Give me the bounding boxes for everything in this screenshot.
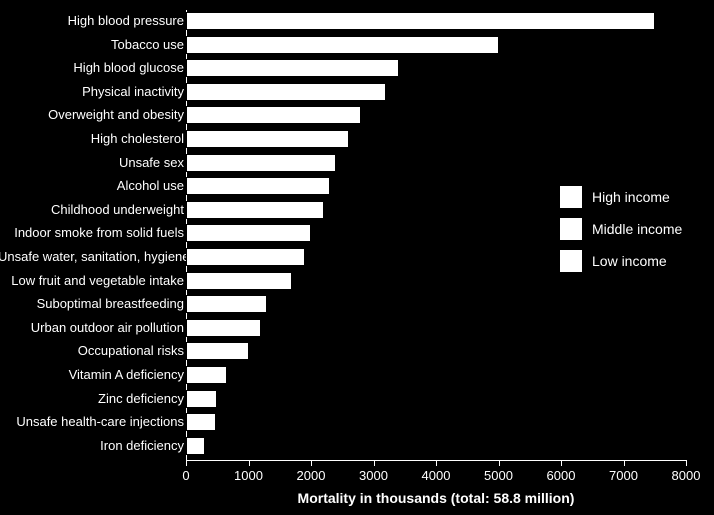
x-tick-label: 3000 [359, 468, 388, 483]
x-tick [374, 460, 375, 466]
legend-label: Low income [592, 253, 667, 269]
bar-label: Physical inactivity [0, 83, 184, 101]
bar-label: High blood pressure [0, 12, 184, 30]
bar-label: Zinc deficiency [0, 390, 184, 408]
bar [186, 154, 336, 172]
bar-label: Overweight and obesity [0, 106, 184, 124]
x-tick [311, 460, 312, 466]
x-tick-label: 7000 [609, 468, 638, 483]
x-tick [186, 460, 187, 466]
bar [186, 177, 330, 195]
bar [186, 390, 217, 408]
bar [186, 248, 305, 266]
bar [186, 130, 349, 148]
x-tick [686, 460, 687, 466]
bar [186, 224, 311, 242]
bar-label: Childhood underweight [0, 201, 184, 219]
bar [186, 413, 216, 431]
legend-label: High income [592, 189, 670, 205]
x-tick-label: 6000 [547, 468, 576, 483]
bar [186, 295, 267, 313]
x-tick [436, 460, 437, 466]
mortality-bar-chart: High blood pressure Tobacco use High blood… [0, 0, 714, 515]
bar [186, 319, 261, 337]
legend-swatch-icon [560, 250, 582, 272]
bar [186, 36, 499, 54]
legend: High income Middle income Low income [560, 186, 682, 282]
legend-item-low-income: Low income [560, 250, 682, 272]
bar-label: Urban outdoor air pollution [0, 319, 184, 337]
legend-swatch-icon [560, 218, 582, 240]
legend-item-middle-income: Middle income [560, 218, 682, 240]
bar-label: High blood glucose [0, 59, 184, 77]
legend-item-high-income: High income [560, 186, 682, 208]
bar-label: Unsafe sex [0, 154, 184, 172]
bar-label: Alcohol use [0, 177, 184, 195]
x-tick-label: 5000 [484, 468, 513, 483]
bar [186, 106, 361, 124]
bar-label: Suboptimal breastfeeding [0, 295, 184, 313]
x-tick-label: 2000 [297, 468, 326, 483]
bar [186, 366, 227, 384]
bar-label: Low fruit and vegetable intake [0, 272, 184, 290]
bar [186, 272, 292, 290]
x-tick-label: 1000 [234, 468, 263, 483]
bar-label: Tobacco use [0, 36, 184, 54]
bar-label: Unsafe health-care injections [0, 413, 184, 431]
x-tick [499, 460, 500, 466]
legend-label: Middle income [592, 221, 682, 237]
bar-label: Indoor smoke from solid fuels [0, 224, 184, 242]
bar [186, 83, 386, 101]
x-axis-label: Mortality in thousands (total: 58.8 mill… [186, 490, 686, 506]
bar-label: High cholesterol [0, 130, 184, 148]
bar-label: Unsafe water, sanitation, hygiene [0, 248, 184, 266]
x-tick-label: 8000 [672, 468, 701, 483]
bar [186, 437, 205, 455]
bar [186, 12, 655, 30]
bar-label: Iron deficiency [0, 437, 184, 455]
bar-label: Vitamin A deficiency [0, 366, 184, 384]
bar [186, 201, 324, 219]
bar [186, 342, 249, 360]
legend-swatch-icon [560, 186, 582, 208]
x-tick [624, 460, 625, 466]
x-tick [561, 460, 562, 466]
bar [186, 59, 399, 77]
x-tick-label: 4000 [422, 468, 451, 483]
bar-label: Occupational risks [0, 342, 184, 360]
x-tick [249, 460, 250, 466]
x-tick-label: 0 [182, 468, 189, 483]
